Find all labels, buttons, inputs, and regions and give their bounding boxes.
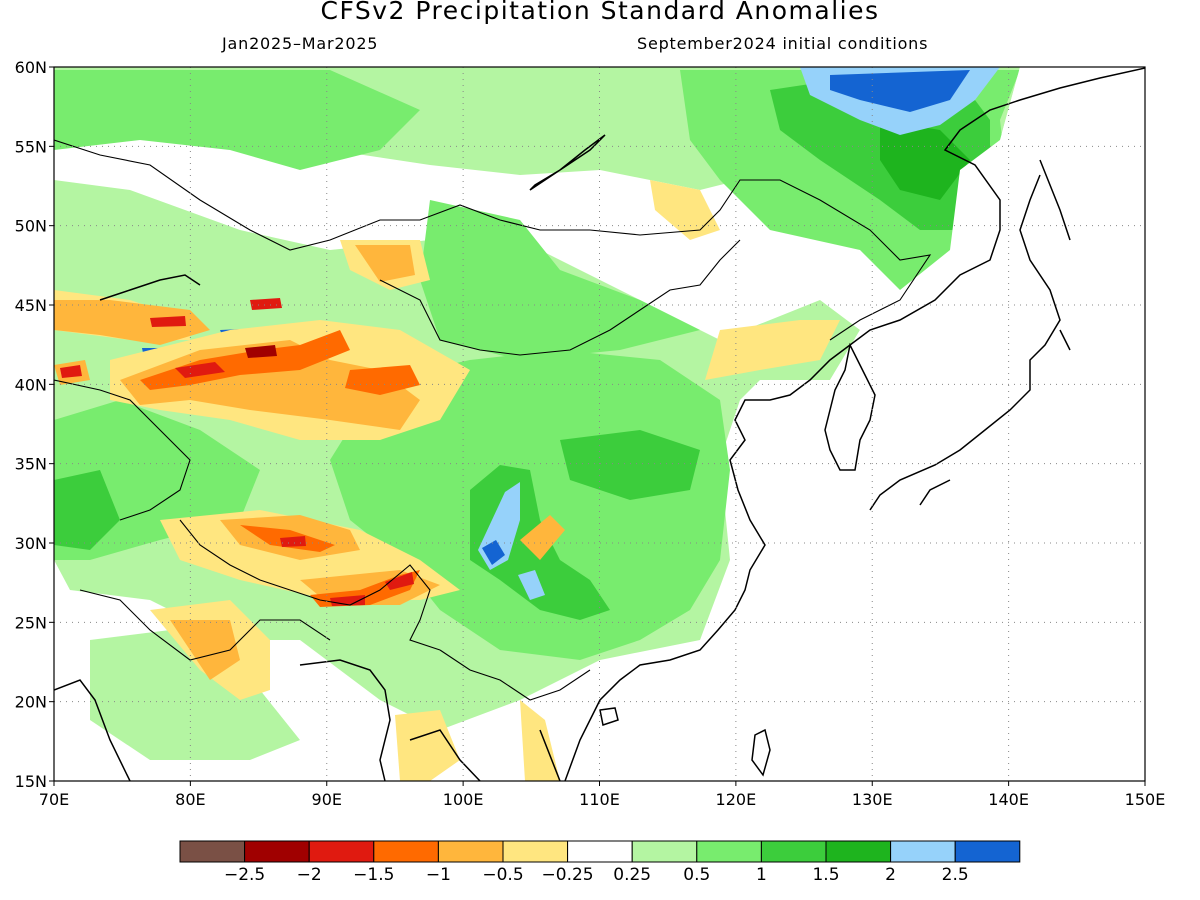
dry-region-strong-taklamakan [345, 365, 420, 395]
dry-region-vstrong-tarim [175, 362, 225, 378]
coastline-taiwan [751, 728, 771, 777]
colorbar-swatch [437, 840, 504, 863]
lon-tick-label: 80E [175, 790, 205, 809]
dry-region-mid-kazakh [54, 300, 210, 345]
colorbar-swatch [502, 840, 569, 863]
lake-balkhash [99, 274, 201, 301]
coastline-hainan [599, 707, 619, 726]
colorbar-swatch [696, 840, 762, 863]
colorbar-swatch [954, 840, 1021, 863]
wet-region-light-south [90, 630, 300, 760]
coastline-japan [869, 174, 1071, 511]
dry-region-light-manchuria [650, 180, 720, 240]
wet-region-blue-north [830, 70, 970, 112]
wet-region-mid-mongolia [420, 200, 700, 360]
colorbar-label: −0.25 [542, 865, 594, 885]
colorbar-swatch [179, 840, 246, 863]
dry-region-mid-altai [355, 245, 415, 282]
lon-tick-label: 110E [579, 790, 620, 809]
wet-region-blue-light-yunnan [518, 570, 545, 600]
coastline-east-asia [564, 67, 1145, 781]
lon-tick-label: 100E [443, 790, 484, 809]
border-southeast-asia [439, 649, 591, 701]
dry-region-mid-india [170, 620, 240, 680]
masked-area-ocean [640, 67, 1145, 781]
lat-tick-label: 45N [15, 296, 47, 315]
lon-tick-label: 130E [852, 790, 893, 809]
border-kazakh-china-central-asia [54, 379, 191, 521]
colorbar-swatch [890, 840, 956, 863]
lon-tick-label: 150E [1125, 790, 1166, 809]
dry-region-vstrong-kazakh-west [60, 365, 82, 378]
wet-region-vstrong-siberia [880, 120, 970, 200]
lon-tick-label: 140E [988, 790, 1029, 809]
dry-region-light-northeast-china [705, 320, 840, 380]
lon-tick-label: 120E [716, 790, 757, 809]
wet-region-blue-sichuan [482, 540, 505, 565]
colorbar-swatch [631, 840, 698, 863]
colorbar-swatch [760, 840, 827, 863]
border-mongolia-china [379, 239, 741, 356]
dry-region-vstrong-himalaya [280, 536, 306, 547]
colorbar-label: −2.5 [224, 865, 265, 885]
colorbar-label: −1 [426, 865, 451, 885]
border-russia-kazakh-china-mongolia [54, 139, 932, 341]
border-himalaya [179, 519, 441, 651]
lat-tick-label: 30N [15, 534, 47, 553]
lat-tick-label: 35N [15, 455, 47, 474]
colorbar-swatch [567, 840, 633, 863]
dry-region-extreme-tarim [245, 345, 277, 358]
coastlines [54, 67, 1145, 781]
forecast-period: Jan2025–Mar2025 [222, 34, 379, 53]
coastline-indochina [409, 729, 561, 781]
colorbar-label: −0.5 [482, 865, 523, 885]
dry-region-vstrong-balkhash [150, 316, 186, 327]
colorbar-label: 2.5 [942, 865, 969, 885]
colorbar-label: 1 [756, 865, 767, 885]
lat-tick-label: 40N [15, 375, 47, 394]
lat-tick-label: 20N [15, 693, 47, 712]
map-title: CFSv2 Precipitation Standard Anomalies [320, 0, 880, 25]
initial-conditions: September2024 initial conditions [637, 34, 929, 53]
colorbar-label: 0.25 [613, 865, 651, 885]
lat-tick-label: 60N [15, 58, 47, 77]
wet-region-mid-northwest [54, 70, 420, 170]
lake-baikal [529, 134, 606, 191]
lon-tick-label: 70E [39, 790, 69, 809]
colorbar-label: 2 [885, 865, 896, 885]
gridlines [54, 67, 1145, 781]
colorbar-label: 1.5 [812, 865, 839, 885]
lon-tick-label: 90E [312, 790, 342, 809]
border-south-asia [79, 589, 331, 661]
dry-region-vstrong-kazakh [250, 298, 282, 310]
country-borders [54, 139, 932, 701]
dry-region-mid-sichuan-east [520, 515, 565, 560]
colorbar-swatch [308, 840, 375, 863]
colorbar-label: −2 [297, 865, 322, 885]
latitude-axis: 15N 20N 25N 30N 35N 40N 45N 50N 55N 60N [15, 58, 54, 791]
colorbar-swatch [825, 840, 892, 863]
coastline-sakhalin [1039, 159, 1071, 241]
colorbar-label: −1.5 [353, 865, 394, 885]
colorbar-swatch [244, 840, 310, 863]
longitude-axis: 70E 80E 90E 100E 110E 120E 130E 140E 150E [39, 781, 1166, 809]
anomaly-field [54, 67, 1145, 781]
colorbar-swatch [373, 840, 439, 863]
lat-tick-label: 55N [15, 137, 47, 156]
wet-region-strong-west [54, 470, 120, 550]
dry-region-vstrong-assam [385, 572, 414, 590]
dry-region-light-indochina [395, 710, 460, 781]
colorbar: −2.5 −2 −1.5 −1 −0.5 −0.25 0.25 0.5 1 1.5 2 2.5 [179, 840, 1021, 885]
wet-region-strong-central [560, 430, 700, 500]
coastline-korea [824, 342, 876, 471]
lat-tick-label: 50N [15, 217, 47, 236]
colorbar-label: 0.5 [683, 865, 710, 885]
lat-tick-label: 25N [15, 613, 47, 632]
lat-tick-label: 15N [15, 772, 47, 791]
coastline-india [54, 659, 391, 781]
dry-region-light-vietnam [520, 700, 560, 781]
